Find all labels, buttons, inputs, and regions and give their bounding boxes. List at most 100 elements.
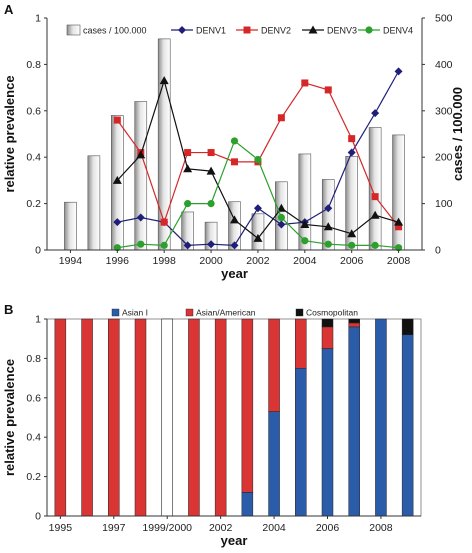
legend-label: DENV4	[383, 26, 413, 36]
legend-label: cases / 100.000	[83, 26, 147, 36]
data-point	[207, 240, 216, 249]
x-axis-title: year	[221, 266, 248, 281]
legend-label: DENV1	[196, 26, 226, 36]
data-point	[301, 237, 309, 245]
bar-segment	[108, 318, 120, 517]
x-tick-label: 2002	[209, 522, 233, 534]
y-tick-label: 0.2	[26, 198, 41, 210]
y2-tick-label: 400	[435, 59, 453, 71]
bar	[298, 153, 312, 251]
data-point	[136, 213, 145, 222]
data-point	[254, 155, 262, 164]
x-tick-label: 2008	[387, 255, 411, 267]
y2-tick-label: 500	[435, 13, 453, 25]
y2-axis-title: cases / 100.000	[450, 87, 465, 181]
legend-marker	[178, 26, 186, 34]
data-point	[253, 233, 263, 242]
bar-segment	[348, 326, 360, 517]
x-tick-label: 1999/2000	[142, 522, 192, 534]
bar	[134, 101, 148, 251]
data-point	[136, 150, 146, 159]
legend-label: Asian I	[122, 308, 148, 318]
data-point	[277, 220, 286, 229]
y-axis-title: relative prevalence	[2, 75, 17, 192]
legend: cases / 100.000 DENV1 DENV2 DENV3 DENV4	[66, 24, 413, 36]
y-tick-label: 0.4	[26, 152, 41, 164]
data-point	[301, 79, 309, 87]
legend-label: Cosmopolitan	[306, 308, 358, 318]
data-point	[184, 200, 192, 208]
y2-tick-label: 200	[435, 152, 453, 164]
y-tick-label: 0.6	[26, 392, 41, 404]
data-point	[231, 158, 238, 166]
bar	[64, 201, 77, 251]
data-point	[394, 244, 403, 252]
y-tick-label: 0	[35, 245, 41, 257]
data-point	[347, 229, 357, 238]
bar-segment	[134, 318, 147, 517]
bar-segment	[268, 411, 280, 517]
y2-tick-label: 0	[435, 245, 441, 257]
plot-frame	[46, 318, 422, 517]
x-tick-label: 1998	[153, 255, 177, 267]
data-point	[230, 137, 239, 145]
data-point	[206, 166, 216, 175]
x-tick-label: 2006	[340, 255, 364, 267]
bar-segment	[295, 318, 307, 369]
x-tick-label: 2006	[316, 522, 340, 534]
bar-segment	[321, 326, 334, 349]
data-point	[277, 213, 285, 222]
y-tick-label: 1	[35, 13, 41, 25]
bar	[321, 179, 335, 251]
line-series-denv4	[113, 137, 403, 252]
empty-bar	[161, 318, 174, 517]
bar-segment	[348, 322, 360, 328]
x-tick-label: 1995	[49, 522, 73, 534]
x-tick-label: 2004	[262, 522, 286, 534]
data-point	[230, 241, 239, 250]
data-point	[348, 241, 356, 249]
bar-segment	[241, 318, 254, 493]
y-tick-label: 1	[35, 314, 41, 326]
chart-a: A 0 0.2 0.4 0.6 0.8 1 0 100 200 300 400 500 1994 1996 1…	[2, 2, 465, 281]
data-point	[324, 86, 332, 94]
bar-segment	[241, 492, 254, 517]
legend-swatch	[111, 308, 120, 317]
legend: Asian I Asian/American Cosmopolitan	[111, 308, 358, 318]
stacked-bars	[54, 318, 414, 517]
y-tick-label: 0.2	[26, 471, 41, 483]
bar-segment	[401, 334, 414, 517]
data-point	[183, 164, 193, 173]
data-point	[113, 116, 121, 124]
data-point	[113, 244, 121, 252]
data-point	[323, 222, 333, 231]
legend-label: DENV3	[327, 26, 357, 36]
data-point	[183, 241, 192, 250]
data-point	[112, 175, 122, 184]
data-point	[371, 241, 379, 249]
data-point	[324, 204, 333, 213]
y-tick-label: 0.8	[26, 59, 41, 71]
y-tick-label: 0	[35, 511, 41, 523]
x-tick-label: 2004	[293, 255, 317, 267]
bar-segment	[81, 318, 93, 517]
legend-swatch	[295, 308, 304, 317]
y-tick-label: 0.4	[26, 432, 41, 444]
x-tick-label: 2000	[199, 255, 223, 267]
x-axis-title: year	[221, 533, 248, 548]
bar-segment	[54, 318, 67, 517]
bar-segment	[401, 318, 414, 336]
legend-marker	[243, 26, 251, 34]
line-series-denv3	[112, 76, 404, 242]
legend-label: DENV2	[261, 26, 291, 36]
legend-marker	[365, 26, 373, 34]
data-point	[160, 218, 168, 226]
bar-segment	[348, 318, 360, 324]
data-point	[370, 210, 380, 219]
x-tick-label: 2002	[246, 255, 270, 267]
panel-label: A	[4, 2, 14, 17]
data-point	[277, 114, 285, 122]
data-point	[276, 203, 286, 212]
data-point	[137, 240, 145, 248]
